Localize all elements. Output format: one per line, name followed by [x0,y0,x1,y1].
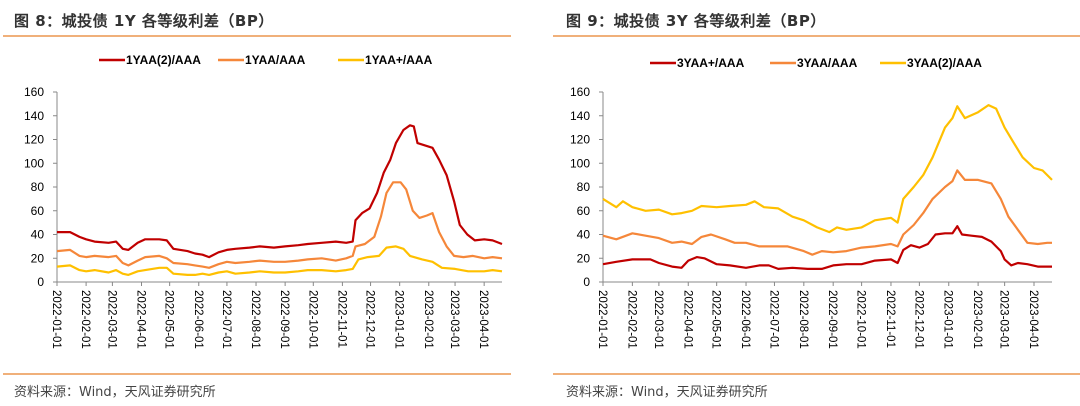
x-tick-label: 2022-04-01 [681,290,693,349]
y-tick-label: 80 [577,180,591,194]
y-tick-label: 20 [31,251,45,265]
x-tick-label: 2022-01-01 [50,290,62,349]
x-tick-label: 2022-10-01 [855,290,867,349]
x-tick-label: 2022-03-01 [652,290,664,349]
x-tick-label: 2022-07-01 [767,290,779,349]
x-tick-label: 2022-08-01 [797,290,809,349]
y-tick-label: 160 [24,85,44,99]
legend-label: 3YAA(2)/AAA [907,56,982,70]
series-line-1yaa-2-aaa [57,124,503,259]
x-tick-label: 2022-11-01 [884,290,896,348]
figure-9-panel: 图 9：城投债 3Y 各等级利差（BP） 0 20 40 60 80 100 120 140 1… [540,0,1080,406]
chart-3y-spread: 0 20 40 60 80 100 120 140 160 2022-01-01 2022-02-0… [570,56,1053,349]
figure-title: 图 8：城投债 1Y 各等级利差（BP） [14,12,274,30]
x-tick-label: 2022-06-01 [739,290,751,349]
x-tick-label: 2022-03-01 [105,290,117,349]
y-tick-label: 60 [577,204,591,218]
x-tick-label: 2022-02-01 [625,290,637,349]
legend-label: 1YAA+/AAA [365,53,433,67]
source-note: 资料来源：Wind，天风证券研究所 [14,385,216,400]
legend-label: 1YAA/AAA [245,53,306,67]
x-tick-label: 2022-01-01 [596,290,608,349]
y-tick-label: 40 [577,228,591,242]
y-tick-label: 100 [24,156,44,170]
x-tick-label: 2022-09-01 [278,290,290,349]
x-tick-label: 2022-04-01 [134,290,146,349]
x-tick-label: 2022-12-01 [364,290,376,349]
series-line-3yaa-2-aaa [602,103,1053,234]
series-line-1yaa-aaa [56,181,503,269]
chart-1y-spread: 0 20 40 60 80 100 120 140 160 2022-01-01 2022-02-0… [24,53,503,349]
y-tick-label: 120 [570,133,590,147]
y-tick-label: 40 [31,228,45,242]
x-tick-label: 2023-01-01 [942,290,954,349]
figure-8-panel: 图 8：城投债 1Y 各等级利差（BP） 0 20 40 60 80 100 120 140 1… [3,12,511,400]
title-divider [3,35,511,37]
legend-label: 1YAA(2)/AAA [126,53,201,67]
x-tick-label: 2023-04-01 [477,290,489,349]
y-tick-label: 60 [31,204,45,218]
x-tick-label: 2022-06-01 [192,290,204,349]
legend-label: 3YAA/AAA [797,56,858,70]
y-tick-label: 140 [24,109,44,123]
x-tick-label: 2023-03-01 [448,290,460,349]
x-tick-label: 2022-02-01 [79,290,91,349]
source-divider [3,373,511,375]
x-tick-label: 2023-01-01 [393,290,405,349]
y-tick-label: 80 [31,180,45,194]
x-tick-label: 2022-05-01 [710,290,722,349]
x-tick-label: 2022-09-01 [826,290,838,349]
x-tick-label: 2022-11-01 [335,290,347,348]
x-tick-label: 2022-10-01 [306,290,318,349]
title-divider [553,35,1080,37]
y-tick-label: 0 [37,275,44,289]
y-tick-label: 140 [570,109,590,123]
x-tick-label: 2022-12-01 [912,290,924,349]
y-tick-label: 160 [570,85,590,99]
x-tick-label: 2022-07-01 [220,290,232,349]
series-line-3yaa-aaa [602,169,1052,256]
x-tick-label: 2023-03-01 [998,290,1010,349]
y-tick-label: 120 [24,133,44,147]
source-note: 资料来源：Wind，天风证券研究所 [566,385,768,400]
figure-title: 图 9：城投债 3Y 各等级利差（BP） [566,12,826,30]
series-line-1yaa-aaa [56,245,503,276]
source-divider [553,373,1080,375]
series-line-3yaa-aaa [602,225,1052,270]
x-tick-label: 2023-02-01 [422,290,434,349]
legend-label: 3YAA+/AAA [677,56,745,70]
y-tick-label: 20 [577,251,591,265]
y-tick-label: 100 [570,156,590,170]
x-tick-label: 2023-04-01 [1027,290,1039,349]
y-tick-label: 0 [583,275,590,289]
x-tick-label: 2023-02-01 [971,290,983,349]
x-tick-label: 2022-05-01 [163,290,175,349]
x-tick-label: 2022-08-01 [249,290,261,349]
